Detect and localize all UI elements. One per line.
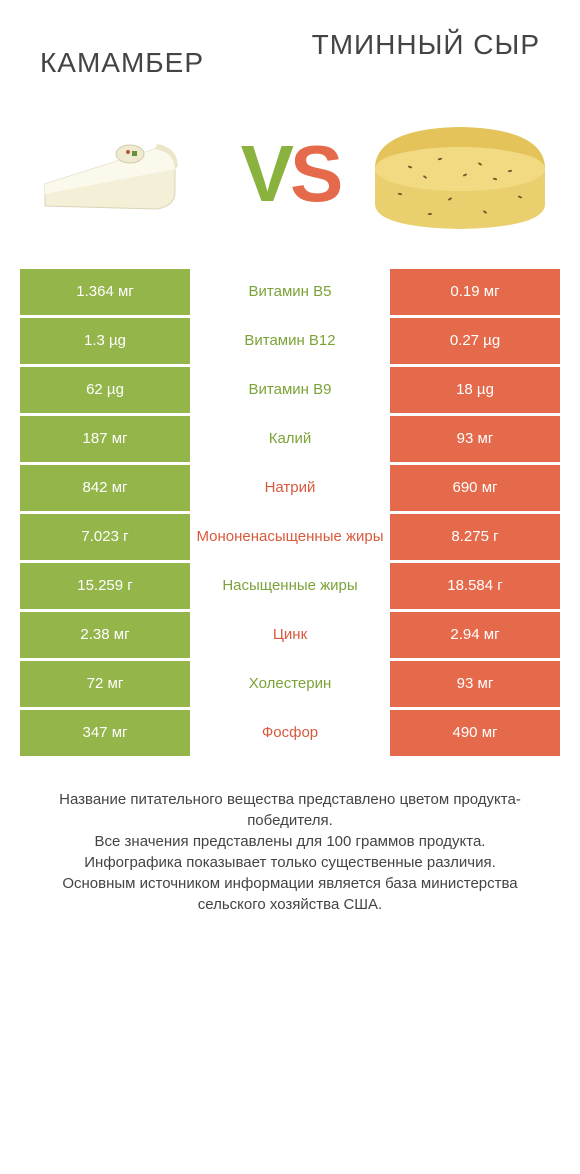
value-right: 490 мг bbox=[390, 710, 560, 756]
title-right: ТМИННЫЙ СЫР bbox=[290, 30, 540, 79]
product-image-left bbox=[30, 109, 210, 239]
table-row: 187 мгКалий93 мг bbox=[20, 416, 560, 462]
table-row: 7.023 гМононенасыщенные жиры8.275 г bbox=[20, 514, 560, 560]
table-row: 1.3 µgВитамин B120.27 µg bbox=[20, 318, 560, 364]
table-row: 15.259 гНасыщенные жиры18.584 г bbox=[20, 563, 560, 609]
value-right: 18.584 г bbox=[390, 563, 560, 609]
value-right: 18 µg bbox=[390, 367, 560, 413]
value-left: 1.3 µg bbox=[20, 318, 190, 364]
value-right: 8.275 г bbox=[390, 514, 560, 560]
nutrient-label: Мононенасыщенные жиры bbox=[190, 514, 390, 560]
value-left: 842 мг bbox=[20, 465, 190, 511]
value-left: 7.023 г bbox=[20, 514, 190, 560]
nutrient-label: Витамин B12 bbox=[190, 318, 390, 364]
table-row: 347 мгФосфор490 мг bbox=[20, 710, 560, 756]
table-row: 842 мгНатрий690 мг bbox=[20, 465, 560, 511]
vs-v: V bbox=[241, 128, 290, 220]
table-row: 1.364 мгВитамин B50.19 мг bbox=[20, 269, 560, 315]
value-right: 93 мг bbox=[390, 416, 560, 462]
nutrient-label: Витамин B5 bbox=[190, 269, 390, 315]
nutrient-label: Цинк bbox=[190, 612, 390, 658]
hero-row: VS bbox=[0, 89, 580, 269]
value-left: 187 мг bbox=[20, 416, 190, 462]
comparison-table: 1.364 мгВитамин B50.19 мг1.3 µgВитамин B… bbox=[0, 269, 580, 756]
value-right: 690 мг bbox=[390, 465, 560, 511]
value-right: 2.94 мг bbox=[390, 612, 560, 658]
value-right: 93 мг bbox=[390, 661, 560, 707]
footer-notes: Название питательного вещества представл… bbox=[0, 759, 580, 915]
table-row: 72 мгХолестерин93 мг bbox=[20, 661, 560, 707]
value-left: 62 µg bbox=[20, 367, 190, 413]
table-row: 62 µgВитамин B918 µg bbox=[20, 367, 560, 413]
nutrient-label: Насыщенные жиры bbox=[190, 563, 390, 609]
nutrient-label: Холестерин bbox=[190, 661, 390, 707]
value-left: 2.38 мг bbox=[20, 612, 190, 658]
vs-label: VS bbox=[241, 128, 340, 220]
nutrient-label: Фосфор bbox=[190, 710, 390, 756]
nutrient-label: Витамин B9 bbox=[190, 367, 390, 413]
value-left: 1.364 мг bbox=[20, 269, 190, 315]
vs-s: S bbox=[290, 128, 339, 220]
title-left: КАМАМБЕР bbox=[40, 30, 290, 79]
value-left: 72 мг bbox=[20, 661, 190, 707]
value-left: 347 мг bbox=[20, 710, 190, 756]
nutrient-label: Натрий bbox=[190, 465, 390, 511]
product-image-right bbox=[370, 109, 550, 239]
nutrient-label: Калий bbox=[190, 416, 390, 462]
value-left: 15.259 г bbox=[20, 563, 190, 609]
table-row: 2.38 мгЦинк2.94 мг bbox=[20, 612, 560, 658]
header: КАМАМБЕР ТМИННЫЙ СЫР bbox=[0, 0, 580, 89]
value-right: 0.27 µg bbox=[390, 318, 560, 364]
value-right: 0.19 мг bbox=[390, 269, 560, 315]
